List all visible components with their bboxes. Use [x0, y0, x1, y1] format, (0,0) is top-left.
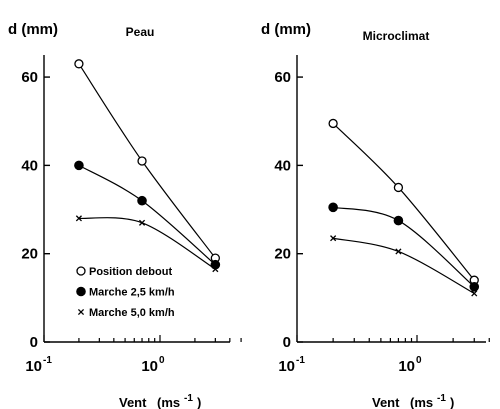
x-tick-base: 10: [398, 358, 415, 375]
legend: Position debout Marche 2,5 km/h Marche 5,0…: [76, 266, 175, 319]
chart-title: Microclimat: [363, 29, 430, 43]
data-point: [328, 118, 338, 129]
data-point: [395, 248, 402, 255]
y-tick-label: 0: [283, 334, 291, 351]
series-2: [74, 160, 221, 270]
series-line: [332, 123, 475, 281]
data-point: [137, 156, 147, 166]
x-tick-base: 10: [278, 358, 295, 375]
series-1: [328, 118, 479, 285]
y-axis-label: d (mm): [8, 21, 58, 38]
legend-marker: [76, 266, 86, 276]
y-tick-label: 20: [274, 246, 291, 263]
x-tick-exponent: -1: [296, 355, 305, 366]
y-axis-label: d (mm): [261, 21, 311, 38]
y-tick-label: 40: [21, 157, 38, 174]
y-tick-label: 40: [274, 157, 291, 174]
x-axis-label-group: Vent (ms -1): [372, 393, 454, 409]
x-axis-label: Vent: [372, 395, 400, 409]
y-tick-label: 60: [21, 69, 38, 86]
x-axis-unit-close: ): [450, 395, 454, 409]
x-axis-label-group: Vent (ms -1): [119, 393, 201, 409]
x-tick-label: 10 -1: [25, 355, 52, 375]
data-point: [393, 215, 404, 226]
series-line: [78, 63, 216, 259]
x-axis-label: Vent: [119, 395, 147, 409]
legend-label: Marche 2,5 km/h: [89, 287, 175, 299]
x-tick-exponent: 0: [159, 355, 165, 366]
x-tick-label: 10 -1: [278, 355, 305, 375]
x-tick-exponent: -1: [43, 355, 52, 366]
data-point: [138, 219, 146, 226]
legend-label: Marche 5,0 km/h: [89, 307, 175, 319]
legend-label: Position debout: [89, 266, 172, 278]
data-point: [74, 160, 84, 171]
x-axis-unit-close: ): [197, 395, 201, 409]
data-point: [469, 282, 480, 292]
data-point: [212, 266, 219, 273]
chart-title: Peau: [126, 25, 155, 39]
legend-marker: [77, 308, 85, 316]
data-point: [471, 290, 478, 297]
series-1: [74, 59, 220, 263]
x-tick-base: 10: [141, 358, 158, 375]
x-tick-label: 10 0: [141, 355, 165, 375]
data-point: [74, 59, 84, 69]
data-point: [393, 182, 404, 193]
series-3: [75, 215, 219, 273]
x-axis-unit-exponent: -1: [437, 393, 446, 404]
series-line: [78, 217, 216, 270]
data-point: [75, 215, 82, 222]
y-tick-label: 0: [30, 334, 38, 351]
x-tick-exponent: 0: [416, 355, 422, 366]
x-tick-label: 10 0: [398, 355, 422, 375]
series-2: [328, 202, 480, 292]
legend-marker: [76, 286, 86, 297]
series-line: [78, 164, 216, 266]
series-3: [330, 235, 478, 297]
data-point: [330, 235, 337, 242]
series-line: [333, 206, 475, 288]
x-axis-unit: (ms: [157, 395, 180, 409]
data-point: [137, 195, 147, 206]
y-tick-label: 20: [21, 246, 38, 263]
x-tick-base: 10: [25, 358, 42, 375]
y-tick-label: 60: [274, 69, 291, 86]
x-axis-unit: (ms: [410, 395, 433, 409]
data-point: [328, 202, 338, 213]
x-axis-unit-exponent: -1: [184, 393, 193, 404]
